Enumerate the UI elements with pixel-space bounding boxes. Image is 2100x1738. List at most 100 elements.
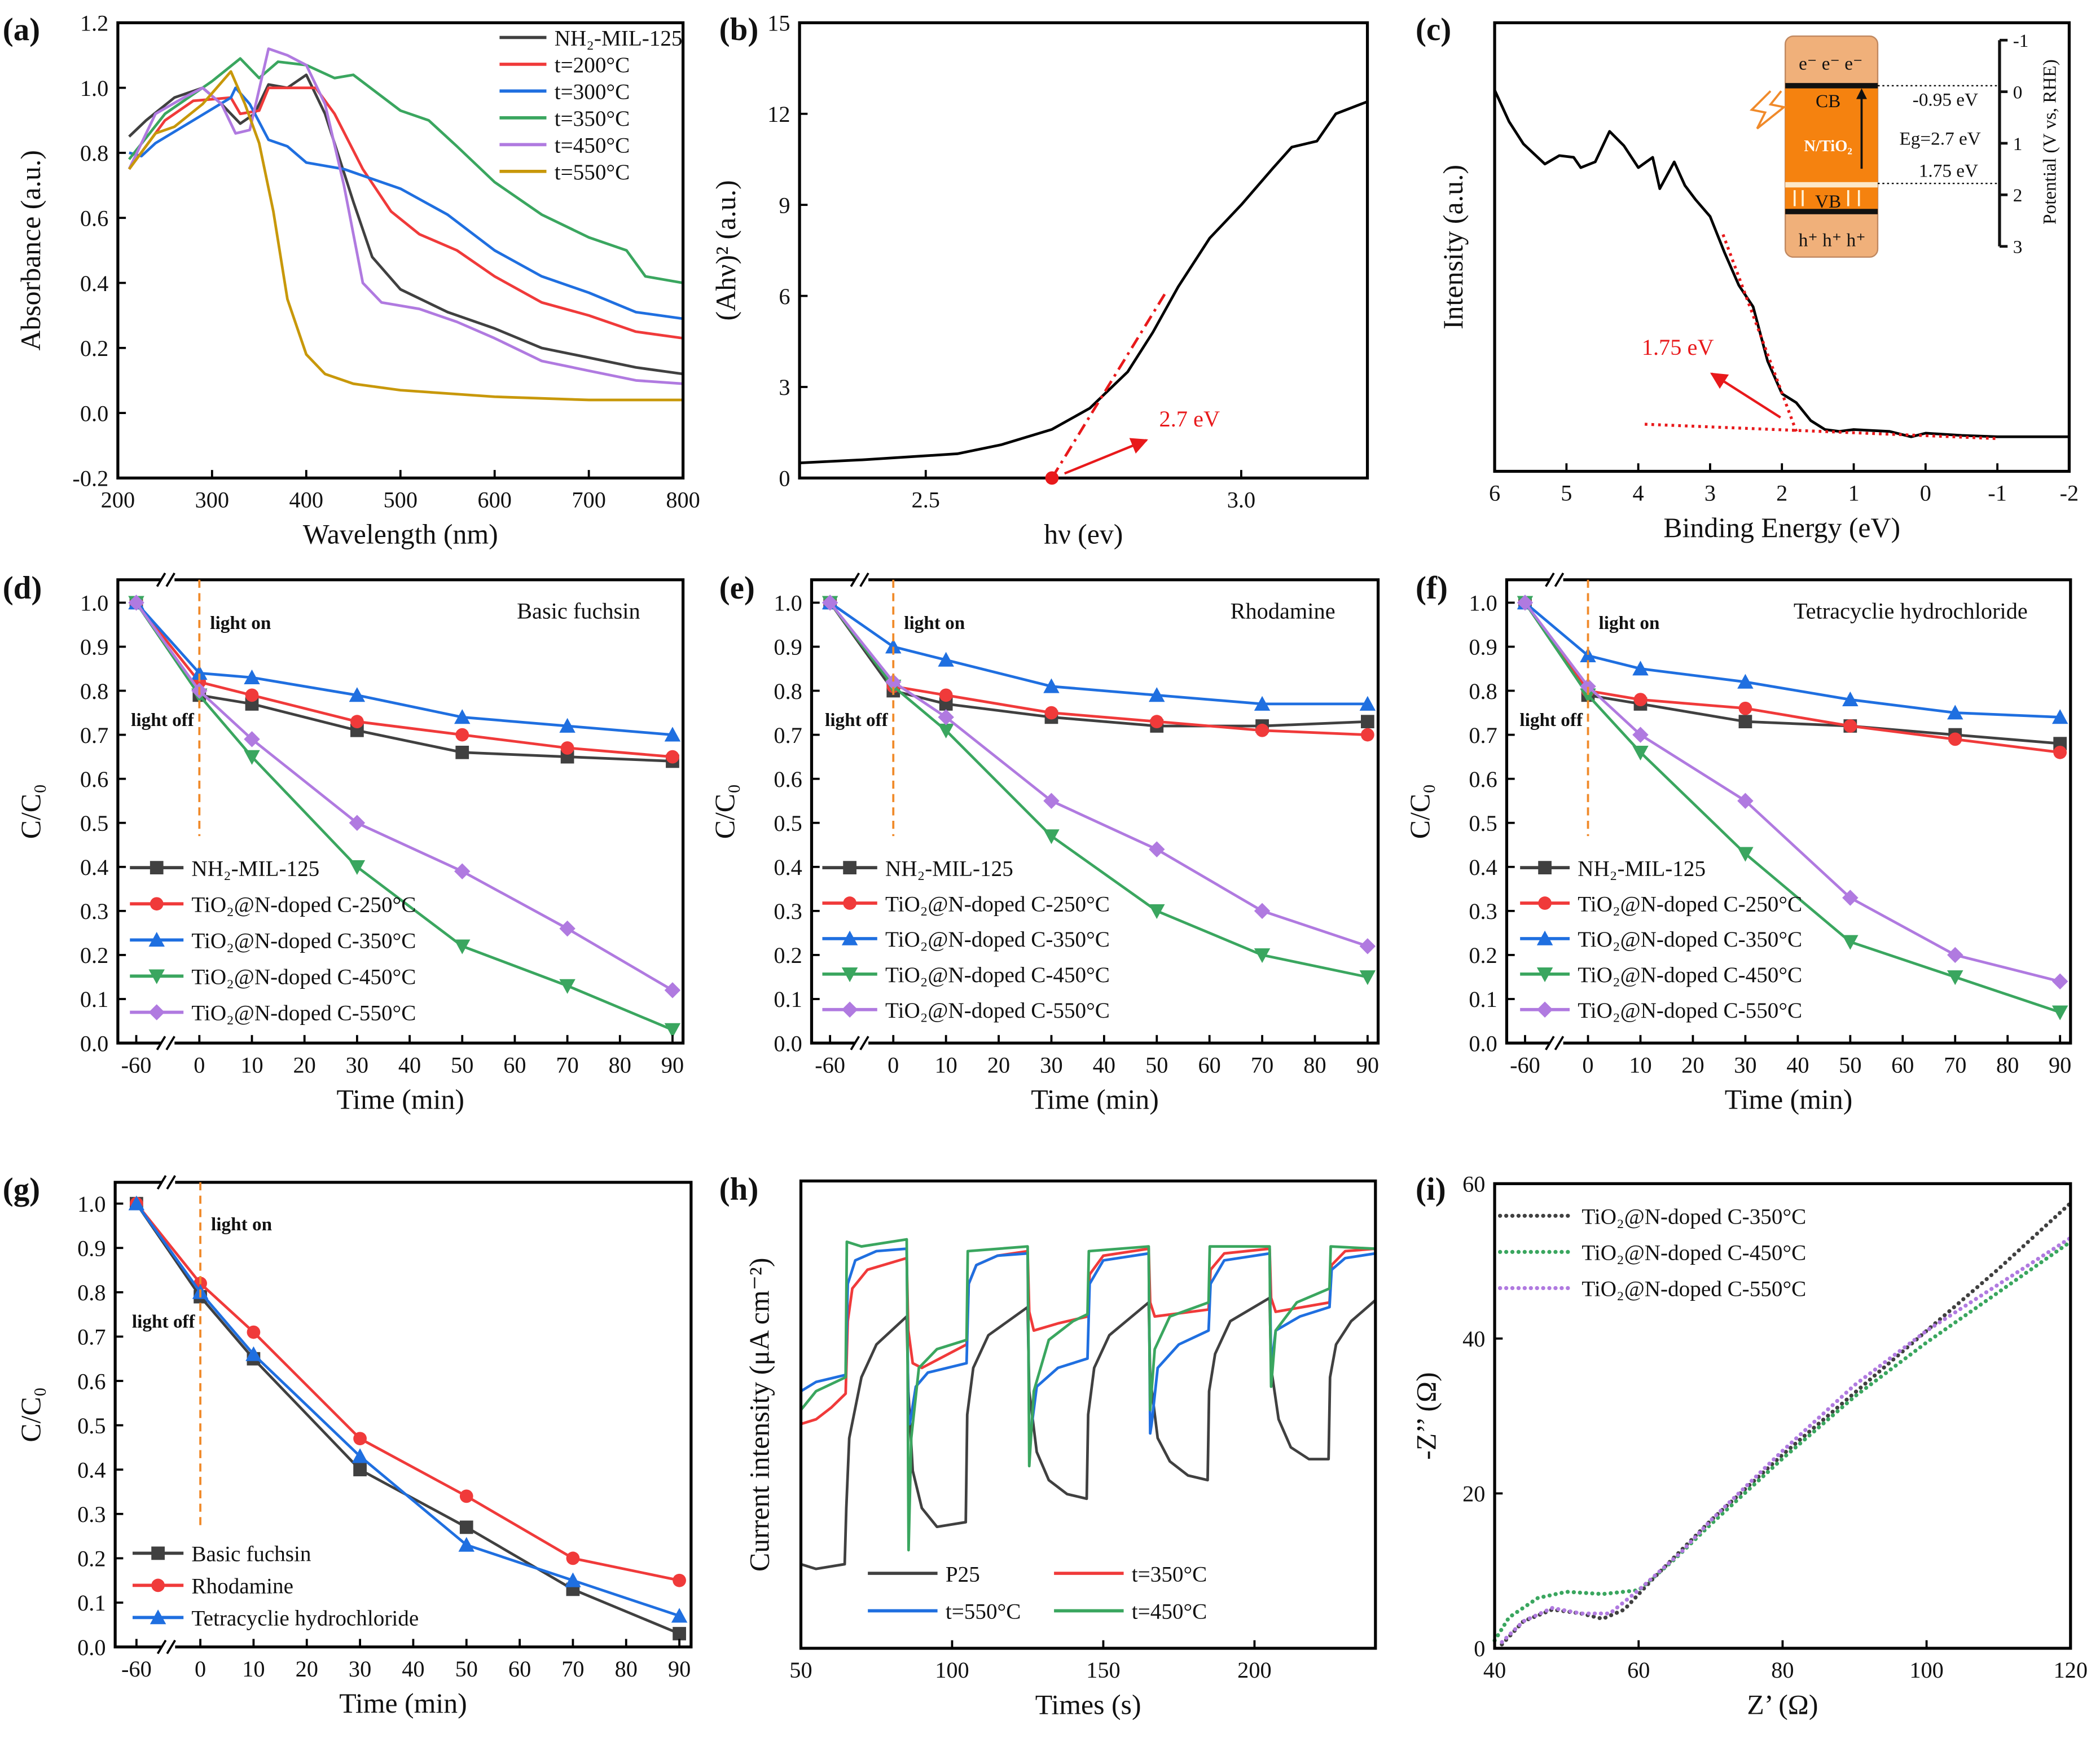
y-axis-title: Intensity (a.u.) [1438, 165, 1469, 329]
x-tick-label: 4 [1633, 481, 1644, 506]
marker-triangle-up [454, 709, 471, 724]
marker-triangle-down [1254, 948, 1271, 963]
marker-circle [1150, 715, 1164, 729]
marker-diamond [1517, 595, 1534, 611]
series-line-5 [128, 70, 683, 402]
marker-triangle-down [938, 723, 954, 739]
x-axis-title: Times (s) [1035, 1689, 1141, 1720]
marker-diamond [821, 595, 838, 611]
legend: TiO₂@N-doped C-350°C TiO₂@N-doped C-450°C… [1498, 1205, 1806, 1301]
y-tick-label: 0.8 [774, 679, 802, 704]
series-line-0 [135, 1203, 680, 1635]
legend-label: TiO₂@N-doped C-350°C [1581, 1205, 1806, 1229]
x-tick-label: 10 [934, 1052, 957, 1077]
scale-tick-label: -1 [2013, 30, 2029, 51]
x-tick-label: -60 [121, 1656, 152, 1682]
marker-triangle-up [191, 665, 208, 680]
y-tick-label: 0.9 [1469, 635, 1497, 660]
marker-square [843, 861, 856, 874]
marker-diamond [454, 863, 471, 879]
x-tick-label: 120 [2054, 1657, 2088, 1683]
legend: NH₂-MIL-125 TiO₂@N-doped C-250°C TiO₂@N-do… [130, 856, 416, 1026]
annotation-arrow [1064, 438, 1148, 475]
x-tick-label: 400 [289, 487, 324, 513]
marker-triangle-down [559, 979, 575, 994]
y-tick-label: -0.2 [72, 466, 108, 491]
vb-potential-label: 1.75 eV [1919, 160, 1978, 181]
y-tick-label: 0 [1474, 1636, 1485, 1661]
legend-label: t=350°C [1132, 1562, 1207, 1586]
x-tick-label: 90 [661, 1052, 684, 1077]
x-tick-label: 10 [240, 1052, 263, 1077]
marker-triangle-down [1632, 745, 1649, 761]
x-tick-label: 100 [1909, 1657, 1944, 1683]
legend-label: NH₂-MIL-125 [191, 856, 319, 881]
legend-label: TiO₂@N-doped C-350°C [885, 927, 1110, 952]
x-tick-label: 40 [1093, 1052, 1115, 1077]
scale-tick-label: 1 [2013, 134, 2023, 155]
annotation-arrow [1710, 372, 1781, 419]
marker-diamond [1947, 947, 1963, 963]
legend-label: NH₂-MIL-125 [885, 856, 1013, 881]
scale-tick-label: 0 [2013, 82, 2023, 103]
x-tick-label: 6 [1489, 481, 1500, 506]
x-tick-label: 40 [1483, 1657, 1506, 1683]
marker-triangle-up [559, 718, 575, 733]
legend-label: t=300°C [555, 80, 630, 104]
marker-triangle-down [349, 860, 366, 875]
legend-label: TiO₂@N-doped C-250°C [1578, 892, 1802, 916]
chart-title: Rhodamine [1231, 599, 1335, 624]
marker-square [455, 745, 469, 759]
marker-triangle-up [1359, 696, 1376, 711]
y-tick-label: 1.0 [77, 1191, 106, 1217]
x-tick-label: 150 [1086, 1657, 1121, 1683]
series-group [128, 47, 684, 402]
panel-label: (i) [1416, 1172, 1446, 1207]
marker-diamond [1254, 903, 1271, 919]
light-on-label: light on [211, 1214, 272, 1235]
x-tick-label: 60 [503, 1052, 526, 1077]
x-tick-label: 800 [666, 487, 700, 513]
x-tick-label: 0 [1920, 481, 1931, 506]
marker-triangle-up [244, 669, 260, 684]
y-tick-label: 0.8 [80, 679, 108, 704]
panel-label: (d) [3, 570, 42, 606]
y-tick-label: 12 [767, 102, 790, 127]
x-tick-label: 50 [451, 1052, 473, 1077]
x-tick-label: 10 [1629, 1052, 1651, 1077]
y-tick-label: 0.8 [77, 1280, 106, 1305]
panel-i: (i) 40 60 80 100 120 0 20 40 60 Z’ (Ω) -Z’’ (Ω) TiO₂… [1411, 1172, 2088, 1721]
y-tick-label: 0.7 [774, 723, 802, 748]
x-tick-label: 60 [1627, 1657, 1650, 1683]
legend-label: Rhodamine [191, 1574, 293, 1599]
marker-circle [1633, 693, 1648, 707]
x-tick-label: 80 [1771, 1657, 1794, 1683]
scale-tick-label: 3 [2013, 237, 2023, 258]
series-group [821, 595, 1376, 985]
marker-triangle-up [352, 1448, 368, 1463]
x-tick-label: 3.0 [1227, 487, 1255, 513]
marker-circle [247, 1325, 261, 1339]
series-line-3 [829, 601, 1368, 979]
marker-triangle-up [1842, 691, 1859, 707]
y-tick-label: 0.5 [1469, 811, 1497, 836]
y-tick-label: 3 [779, 375, 790, 400]
axis-break-mark [850, 572, 860, 587]
panel-h: (h) 50 100 150 200 Times (s) Current intensity… [719, 1172, 1377, 1720]
x-tick-label: 700 [572, 487, 606, 513]
x-tick-label: 40 [1786, 1052, 1809, 1077]
marker-diamond [1043, 793, 1060, 809]
marker-triangle-up [885, 639, 902, 654]
x-tick-label: 80 [609, 1052, 631, 1077]
legend-label: TiO₂@N-doped C-450°C [1578, 963, 1802, 987]
axis-break-mark [156, 1639, 167, 1655]
x-tick-label: 60 [1891, 1052, 1914, 1077]
marker-square [150, 861, 164, 874]
y-tick-label: 0.2 [80, 336, 108, 361]
y-tick-label: 0.9 [77, 1235, 106, 1261]
y-tick-label: 0.1 [1469, 987, 1497, 1012]
x-tick-label: -60 [815, 1052, 845, 1077]
chart-title: Tetracyclie hydrochloride [1794, 599, 2028, 624]
y-axis-title: -Z’’ (Ω) [1411, 1372, 1442, 1459]
plot-frame [116, 578, 685, 1045]
